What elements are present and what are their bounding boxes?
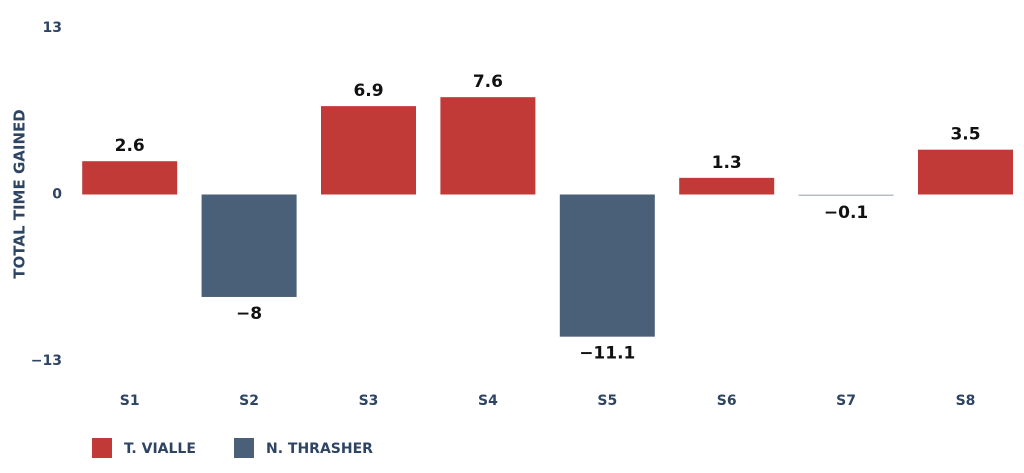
data-label-s7: −0.1 — [824, 203, 868, 223]
x-tick-label-s8: S8 — [956, 393, 976, 409]
legend-swatch-0 — [92, 438, 112, 458]
y-tick-label: 0 — [52, 187, 62, 203]
legend-swatch-1 — [234, 438, 254, 458]
x-tick-label-s1: S1 — [120, 393, 140, 409]
bar-s6 — [679, 177, 775, 195]
y-axis: TOTAL TIME GAINED — [11, 109, 29, 278]
data-labels: 2.6 −8 6.9 7.6 −11.1 1.3 −0.1 3.5 — [115, 72, 981, 364]
y-ticks: 13 0 −13 — [31, 20, 62, 369]
data-label-s3: 6.9 — [353, 81, 383, 101]
bar-s5 — [559, 194, 655, 337]
x-tick-label-s4: S4 — [478, 393, 498, 409]
data-label-s6: 1.3 — [712, 153, 742, 173]
x-tick-label-s7: S7 — [836, 393, 856, 409]
x-tick-label-s2: S2 — [239, 393, 259, 409]
bar-s4 — [440, 97, 536, 195]
y-tick-label: −13 — [31, 353, 62, 369]
bar-s7 — [798, 194, 894, 196]
data-label-s5: −11.1 — [579, 344, 635, 364]
legend: T. VIALLE N. THRASHER — [92, 438, 373, 458]
bar-s8 — [918, 149, 1013, 195]
data-label-s4: 7.6 — [473, 72, 503, 92]
bar-s2 — [201, 194, 297, 297]
x-tick-label-s5: S5 — [597, 393, 617, 409]
data-label-s1: 2.6 — [115, 136, 145, 156]
legend-label-1: N. THRASHER — [266, 441, 373, 457]
x-ticks: S1 S2 S3 S4 S5 S6 S7 S8 — [120, 393, 976, 409]
bar-s3 — [321, 106, 416, 195]
y-tick-label: 13 — [43, 20, 62, 36]
x-tick-label-s6: S6 — [717, 393, 737, 409]
y-axis-label: TOTAL TIME GAINED — [11, 109, 29, 278]
bar-s1 — [82, 161, 178, 195]
legend-label-0: T. VIALLE — [124, 441, 196, 457]
data-label-s2: −8 — [236, 304, 262, 324]
bars — [82, 97, 1013, 337]
data-label-s8: 3.5 — [950, 125, 980, 145]
x-tick-label-s3: S3 — [359, 393, 379, 409]
